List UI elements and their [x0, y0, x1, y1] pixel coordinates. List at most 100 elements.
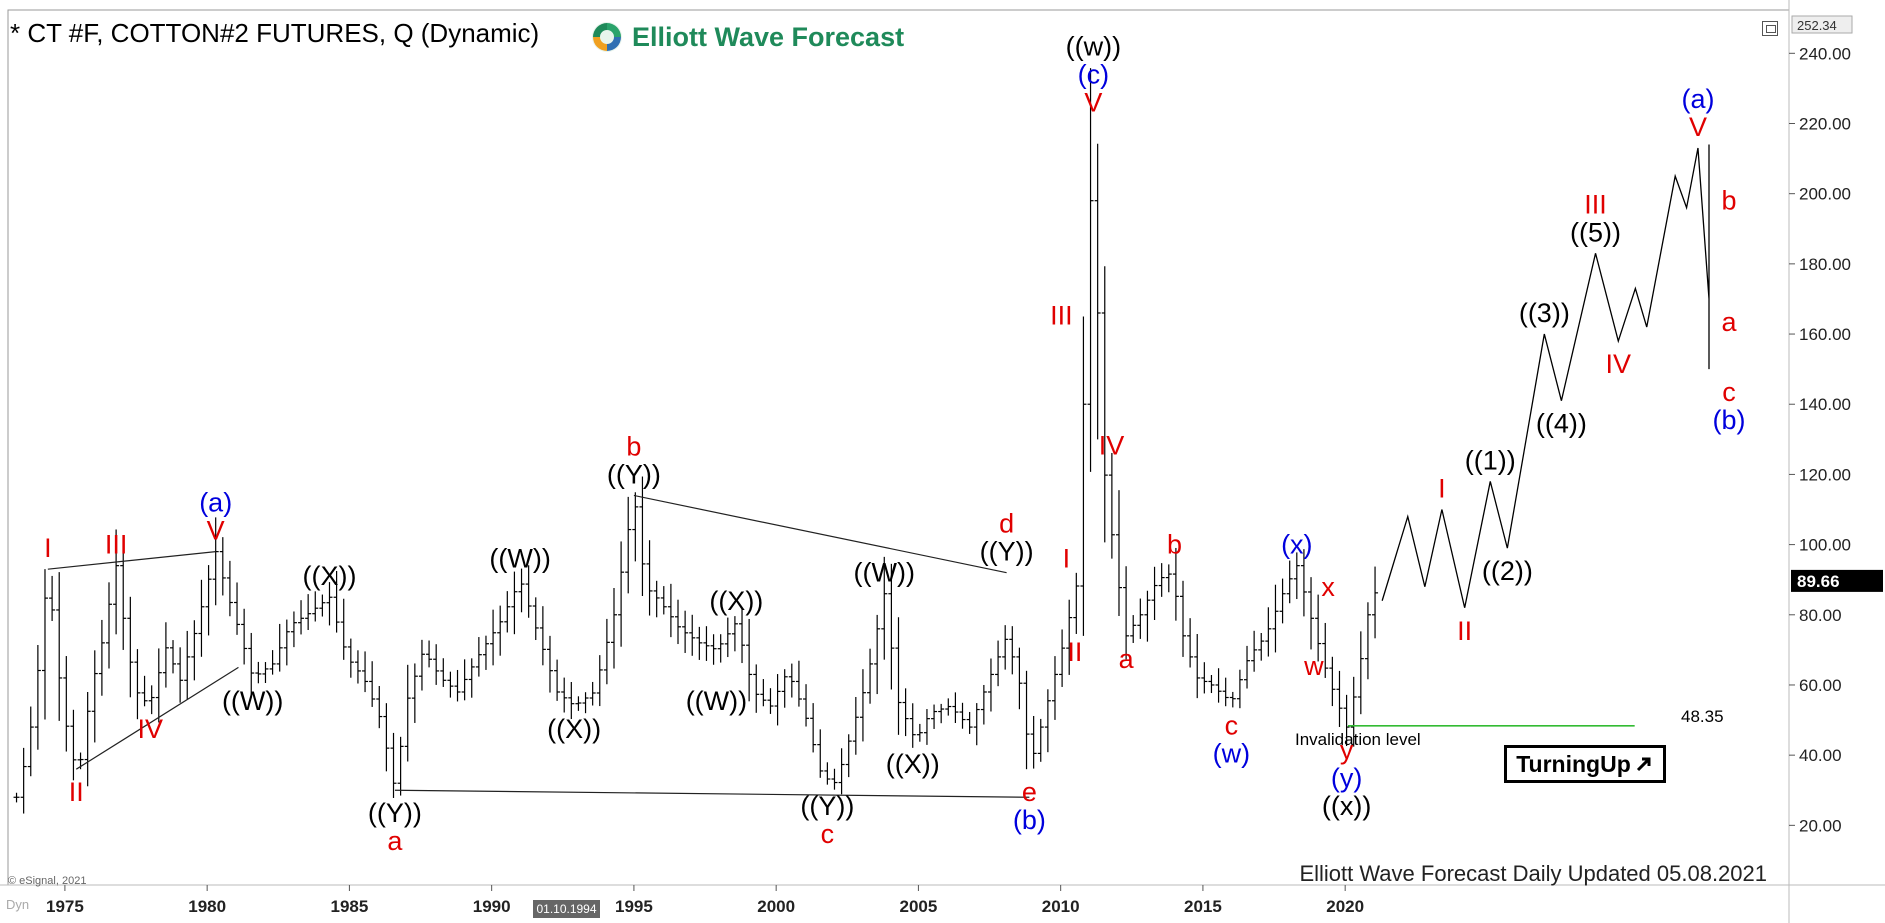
restore-window-icon[interactable] [1762, 21, 1778, 36]
trendline [394, 789, 1030, 798]
wave-label: ((X)) [886, 749, 940, 779]
wave-label: ((W)) [489, 544, 550, 574]
wave-label: e [1022, 777, 1037, 807]
wave-label: III [1584, 189, 1607, 219]
wave-label: c [821, 819, 835, 849]
y-tick-label: 100.00 [1799, 536, 1851, 555]
x-tick-label: 2020 [1326, 897, 1364, 916]
turning-up-label: TurningUp [1516, 750, 1631, 777]
x-tick-label: 1985 [330, 897, 368, 916]
wave-label: w [1303, 651, 1324, 681]
copyright-note: © eSignal, 2021 [8, 875, 87, 887]
y-tick-label: 140.00 [1799, 395, 1851, 414]
y-tick-label: 200.00 [1799, 185, 1851, 204]
wave-label: (y) [1331, 763, 1362, 793]
wave-label: ((X)) [302, 561, 356, 591]
x-tick-label: 1980 [188, 897, 226, 916]
wave-label: IV [1606, 349, 1632, 379]
x-tick-label: 2015 [1184, 897, 1222, 916]
y-tick-label: 160.00 [1799, 325, 1851, 344]
update-note: Elliott Wave Forecast Daily Updated 05.0… [1299, 861, 1767, 886]
wave-label: ((x)) [1322, 791, 1371, 821]
x-tick-label: 2010 [1042, 897, 1080, 916]
brand-swirl-icon [592, 22, 622, 52]
wave-label: I [1063, 544, 1071, 574]
projection-path [1381, 144, 1710, 608]
wave-label: IV [137, 714, 163, 744]
wave-label: (a) [199, 488, 232, 518]
wave-label: a [387, 826, 403, 856]
y-tick-label: 240.00 [1799, 44, 1851, 63]
wave-label: ((Y)) [368, 798, 422, 828]
wave-label: ((W)) [854, 558, 915, 588]
chart-title: * CT #F, COTTON#2 FUTURES, Q (Dynamic) [10, 18, 540, 48]
wave-label: V [1084, 87, 1102, 117]
y-tick-label: 60.00 [1799, 676, 1842, 695]
wave-label: ((w)) [1066, 31, 1121, 61]
wave-label: II [1457, 616, 1472, 646]
wave-label: x [1321, 572, 1335, 602]
brand-name: Elliott Wave Forecast [632, 21, 905, 52]
wave-label: V [207, 516, 225, 546]
y-tick-label: 120.00 [1799, 465, 1851, 484]
x-tick-label: 2005 [900, 897, 938, 916]
y-tick-label: 80.00 [1799, 606, 1842, 625]
wave-label: IV [1099, 430, 1125, 460]
trendline [75, 666, 239, 770]
y-tick-label: 20.00 [1799, 816, 1842, 835]
top-value-label: 252.34 [1797, 18, 1837, 33]
wave-label: b [626, 431, 641, 461]
wave-label: ((1)) [1465, 445, 1516, 475]
wave-label: III [1050, 300, 1073, 330]
wave-label: ((2)) [1482, 556, 1533, 586]
wave-label: II [1067, 637, 1082, 667]
trendline [47, 551, 216, 570]
wave-label: ((4)) [1536, 409, 1587, 439]
wave-label: ((5)) [1570, 217, 1621, 247]
invalidation-label: Invalidation level [1295, 730, 1421, 749]
wave-label: I [44, 533, 52, 563]
wave-label: II [69, 777, 84, 807]
y-tick-label: 40.00 [1799, 746, 1842, 765]
wave-label: ((Y)) [607, 459, 661, 489]
wave-label: b [1167, 530, 1182, 560]
wave-label: c [1225, 711, 1239, 741]
top-value-box [1791, 15, 1853, 34]
wave-label: c [1722, 377, 1736, 407]
trendline [633, 494, 1007, 574]
y-tick-label: 180.00 [1799, 255, 1851, 274]
wave-label: (b) [1013, 805, 1046, 835]
wave-label: b [1721, 186, 1736, 216]
wave-label: y [1340, 735, 1354, 765]
wave-label: ((Y)) [800, 791, 854, 821]
x-tick-label: 1975 [46, 897, 84, 916]
wave-label: ((X)) [547, 714, 601, 744]
wave-label: ((W)) [686, 686, 747, 716]
dyn-label: Dyn [6, 897, 30, 912]
y-tick-label: 220.00 [1799, 114, 1851, 133]
x-tick-label: 1995 [615, 897, 653, 916]
wave-label: V [1689, 112, 1707, 142]
wave-label: III [105, 530, 128, 560]
wave-label: a [1119, 644, 1135, 674]
last-price-label: 89.66 [1797, 572, 1840, 591]
brand-logo: Elliott Wave Forecast [590, 20, 904, 54]
turning-up-badge: TurningUp [1504, 745, 1666, 783]
wave-label: (a) [1681, 84, 1714, 114]
x-tick-label: 2000 [757, 897, 795, 916]
wave-label: ((X)) [709, 586, 763, 616]
wave-label: (c) [1078, 59, 1109, 89]
last-price-box [1791, 569, 1883, 592]
wave-label: d [999, 509, 1014, 539]
wave-label: ((W)) [222, 686, 283, 716]
wave-label: I [1438, 474, 1446, 504]
crosshair-date-marker: 01.10.1994 [533, 900, 600, 918]
x-tick-label: 1990 [473, 897, 511, 916]
wave-label: a [1721, 307, 1737, 337]
wave-label: ((3)) [1519, 298, 1570, 328]
wave-label: (w) [1213, 739, 1250, 769]
arrow-up-right-icon [1636, 757, 1651, 772]
wave-label: (x) [1281, 530, 1312, 560]
